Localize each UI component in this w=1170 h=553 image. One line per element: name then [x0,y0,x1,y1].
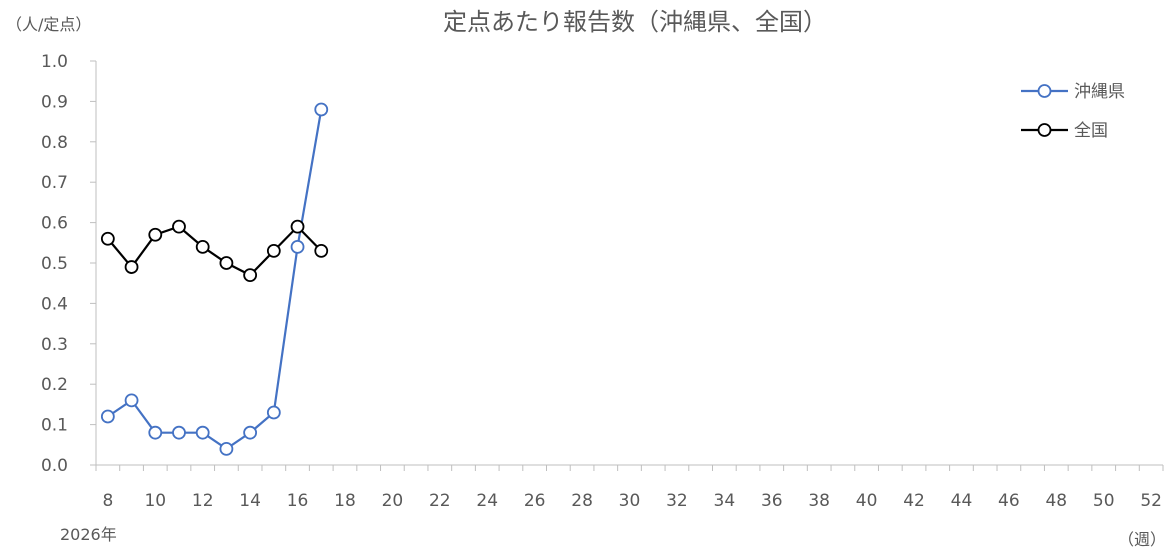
series-layer [100,102,329,456]
x-tick-label: 52 [1140,491,1162,511]
x-tick-label: 22 [429,491,451,511]
data-point [219,441,234,456]
axes: 0.0 0.1 0.2 0.3 0.4 0.5 0.6 0.7 0.8 0.9 1.0 8 10 12 14… [41,52,1164,511]
x-tick-label: 34 [714,491,736,511]
x-tick-label: 42 [903,491,925,511]
y-tick-label: 0.6 [41,214,68,234]
data-point [124,393,139,408]
x-tick-label: 10 [144,491,166,511]
x-note-year: 2026年 [60,525,117,544]
y-tick-label: 0.2 [41,375,68,395]
legend-marker [1037,84,1052,98]
data-point [219,256,234,270]
x-tick-label: 50 [1093,491,1115,511]
x-tick-label: 12 [192,491,214,511]
series-line [107,109,323,451]
x-tick-label: 28 [571,491,593,511]
legend-marker [1037,123,1052,137]
x-tick-label: 24 [476,491,498,511]
data-point [314,102,329,117]
data-point [148,227,163,242]
x-tick-label: 40 [856,491,878,511]
x-tick-label: 46 [998,491,1020,511]
x-unit-label: （週） [1118,530,1166,549]
x-tick-label: 44 [951,491,973,511]
legend-label: 全国 [1074,121,1108,141]
y-tick-label: 0.4 [41,294,68,314]
data-point [172,219,186,234]
x-tick-label: 16 [287,491,309,511]
series-1 [100,219,329,283]
series-0 [100,102,329,456]
y-tick-label: 0.3 [41,335,68,355]
data-point [314,243,329,258]
x-tick-label: 36 [761,491,783,511]
series-line [107,225,323,277]
data-point [243,268,258,283]
y-tick-label: 0.7 [41,173,68,193]
data-point [290,239,305,254]
data-point [243,425,258,440]
y-tick-label: 1.0 [41,52,68,72]
data-point [266,243,281,258]
y-tick-label: 0.0 [41,456,68,476]
legend-label: 沖縄県 [1074,82,1125,102]
x-tick-label: 30 [619,491,641,511]
chart-title: 定点あたり報告数（沖縄県、全国） [443,8,827,36]
x-tick-label: 14 [239,491,261,511]
x-tick-label: 32 [666,491,688,511]
data-point [100,231,115,246]
data-point [266,405,281,420]
x-tick-label: 20 [382,491,404,511]
x-tick-label: 48 [1045,491,1067,511]
y-tick-label: 0.5 [41,254,68,274]
y-tick-label: 0.1 [41,416,68,436]
data-point [148,425,163,440]
data-point [195,239,210,254]
data-point [172,425,186,440]
y-tick-label: 0.8 [41,133,68,153]
y-unit-label: （人/定点） [6,15,91,34]
x-tick-label: 38 [808,491,830,511]
y-tick-label: 0.9 [41,92,68,112]
data-point [195,425,210,440]
data-point [124,260,139,274]
x-tick-label: 8 [102,491,113,511]
x-tick-label: 26 [524,491,546,511]
x-tick-label: 18 [334,491,356,511]
data-point [290,219,305,234]
data-point [100,409,115,424]
